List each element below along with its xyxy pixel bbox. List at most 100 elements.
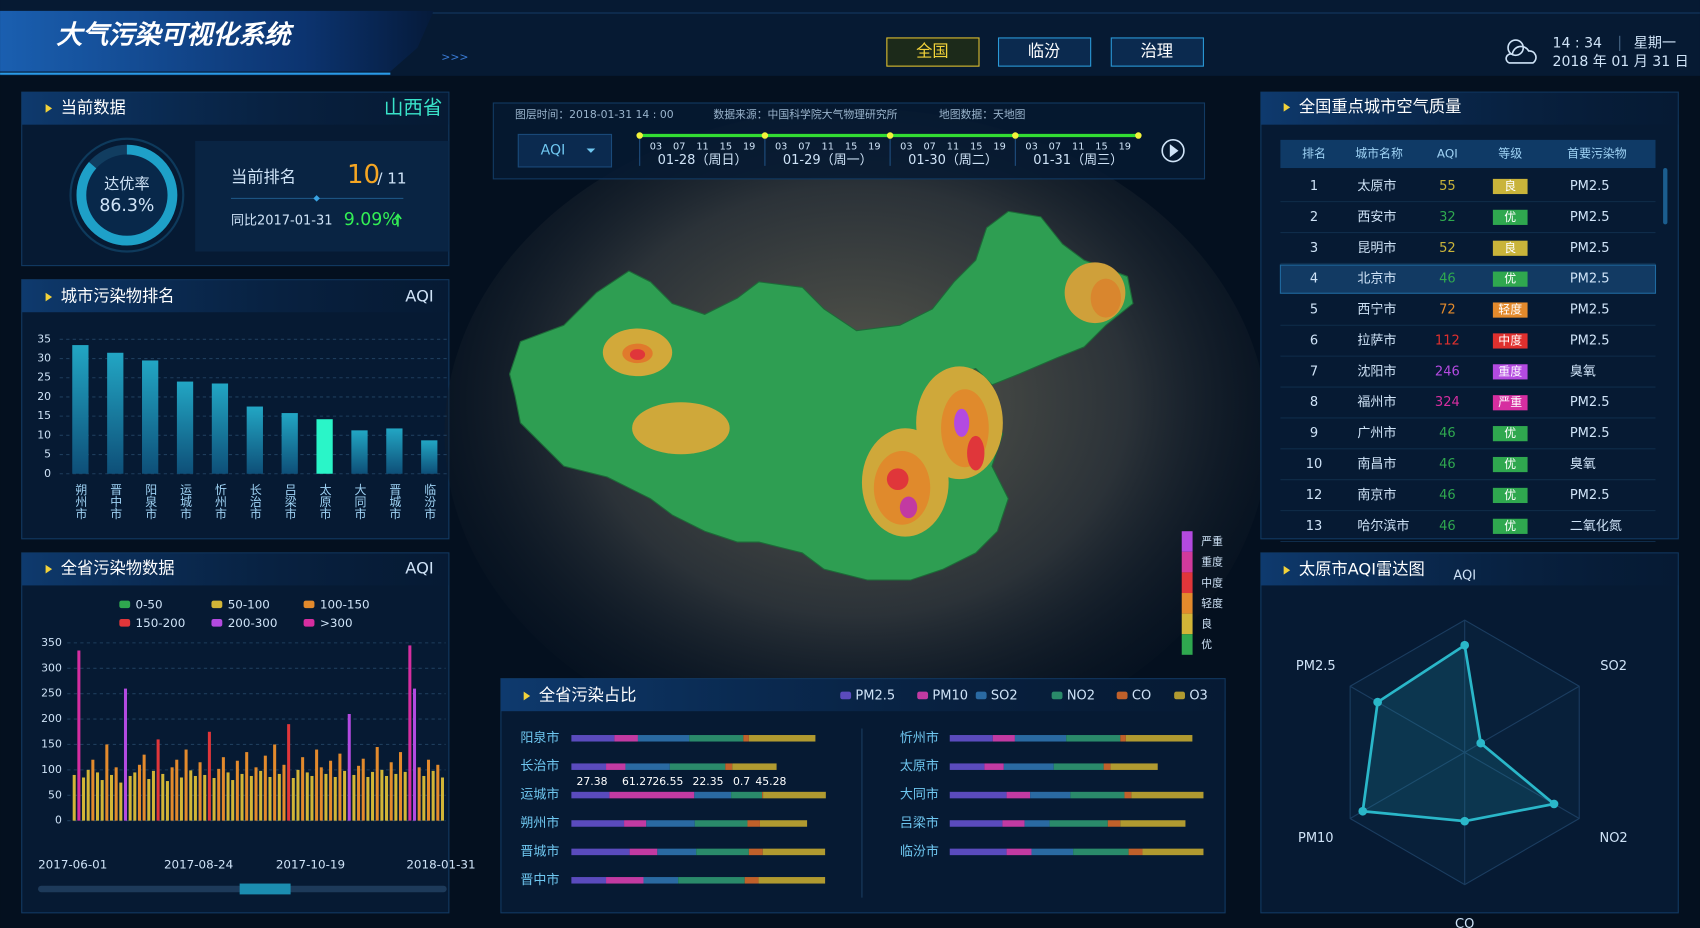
play-button[interactable] xyxy=(1161,139,1185,163)
legend-swatch xyxy=(1051,691,1063,700)
segment xyxy=(1131,791,1204,799)
bar xyxy=(361,758,365,821)
category-label: 忻州市 xyxy=(900,730,939,746)
legend-label: O3 xyxy=(1189,688,1208,703)
layer-time: 图层时间：2018-01-31 14 : 00 xyxy=(515,108,674,121)
segment xyxy=(1024,820,1050,827)
panel-title: 全省污染物数据 xyxy=(61,559,175,578)
level-badge xyxy=(1492,333,1528,349)
segment xyxy=(643,877,679,884)
category-label: 运城市 xyxy=(520,787,559,803)
bar xyxy=(254,767,258,821)
y-tick-label: 35 xyxy=(37,332,51,345)
nav-label[interactable]: 治理 xyxy=(1141,42,1173,61)
panel-title: 全省污染占比 xyxy=(539,686,637,705)
data-label: 26.55 xyxy=(652,775,683,788)
slider-thumb[interactable] xyxy=(239,883,291,895)
segment xyxy=(762,848,826,856)
bar xyxy=(329,760,333,821)
table-cell: 二氧化氮 xyxy=(1570,519,1622,534)
hour-label: 07 xyxy=(1049,141,1061,152)
bar xyxy=(287,724,291,821)
table-cell: 3 xyxy=(1310,241,1318,256)
bar xyxy=(351,430,368,474)
table-cell: 324 xyxy=(1435,395,1460,410)
data-source: 数据来源：中国科学院大气物理研究所 xyxy=(713,107,897,121)
segment xyxy=(1124,791,1132,799)
segment xyxy=(984,763,1004,770)
table-cell: 32 xyxy=(1439,210,1456,225)
selector-label[interactable]: AQI xyxy=(541,143,566,159)
table-cell: 46 xyxy=(1439,488,1456,503)
bar xyxy=(119,782,123,821)
legend-label: 轻度 xyxy=(1201,596,1223,610)
map-timeline: 图层时间：2018-01-31 14 : 00 数据来源：中国科学院大气物理研究… xyxy=(492,102,1206,180)
bar xyxy=(179,777,183,821)
level-label: 优 xyxy=(1504,488,1516,502)
bar xyxy=(399,752,403,821)
x-tick-label: 2017-06-01 xyxy=(38,858,107,872)
scrollbar[interactable] xyxy=(1663,168,1668,225)
hour-label: 19 xyxy=(743,141,755,152)
bar xyxy=(394,773,398,821)
legend-label: NO2 xyxy=(1067,688,1095,703)
legend-label: PM10 xyxy=(932,688,968,703)
hour-label: 19 xyxy=(868,141,880,152)
bar xyxy=(277,773,281,821)
legend-label: 优 xyxy=(1201,638,1212,651)
table-cell: 46 xyxy=(1439,457,1456,472)
segment xyxy=(1128,848,1143,856)
date: 2018 年 01 月 31 日 xyxy=(1553,54,1689,70)
bar xyxy=(231,780,235,821)
nav-label[interactable]: 临汾 xyxy=(1028,42,1061,61)
bar xyxy=(217,768,221,821)
table-cell: 46 xyxy=(1439,272,1456,287)
bar xyxy=(77,650,81,821)
x-tick-label: 运城市 xyxy=(179,484,193,520)
bar xyxy=(147,779,151,821)
clock-time: 14 : 34 xyxy=(1553,35,1603,51)
bar xyxy=(333,776,337,821)
y-tick-label: 50 xyxy=(48,788,62,801)
bar xyxy=(408,645,412,821)
bar xyxy=(422,775,426,821)
bar xyxy=(412,688,417,821)
legend-label: 200-300 xyxy=(228,616,278,630)
bar xyxy=(319,767,323,821)
selector[interactable] xyxy=(517,133,613,168)
nav-button[interactable] xyxy=(886,37,980,67)
bar xyxy=(431,770,435,821)
bar xyxy=(352,774,356,821)
bar xyxy=(282,764,286,821)
nav-label[interactable]: 全国 xyxy=(916,42,949,61)
level-label: 良 xyxy=(1504,241,1516,255)
bar xyxy=(151,770,155,821)
data-label: 45.28 xyxy=(755,775,786,788)
bar xyxy=(268,776,272,821)
bar xyxy=(366,776,370,821)
legend-swatch xyxy=(119,600,131,609)
segment xyxy=(1003,763,1054,770)
legend-label: SO2 xyxy=(991,688,1018,703)
bar xyxy=(114,767,118,821)
bar xyxy=(403,771,407,821)
hour-label: 15 xyxy=(970,141,982,152)
y-tick-label: 150 xyxy=(41,737,62,750)
y-tick-label: 100 xyxy=(41,763,62,776)
table-cell: 8 xyxy=(1310,395,1318,410)
segment xyxy=(646,820,695,827)
table-cell: 6 xyxy=(1310,333,1318,348)
nav-button[interactable] xyxy=(1110,37,1204,67)
timeline-node xyxy=(1135,132,1142,139)
segment xyxy=(992,735,1015,742)
nav-button[interactable] xyxy=(997,37,1092,67)
segment xyxy=(571,791,610,799)
bar xyxy=(91,759,95,821)
segment xyxy=(1103,763,1111,770)
segment xyxy=(1053,763,1104,770)
y-tick-label: 20 xyxy=(37,390,51,403)
bar xyxy=(301,757,305,821)
bar xyxy=(296,769,300,821)
table-cell: 5 xyxy=(1310,303,1318,318)
bar xyxy=(221,757,225,821)
